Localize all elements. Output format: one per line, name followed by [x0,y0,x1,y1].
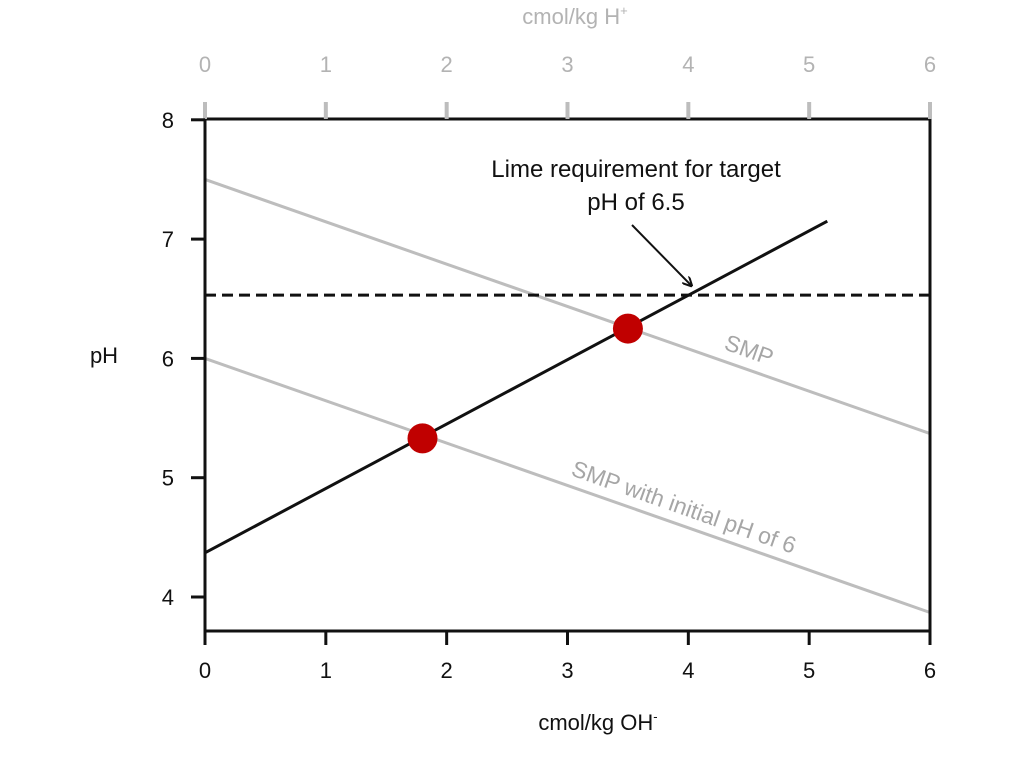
top-tick-label: 1 [320,52,332,77]
x-tick-label: 1 [320,658,332,683]
plot-frame [203,117,932,633]
top-axis-label: cmol/kg H+ [522,3,627,29]
x-axis-label: cmol/kg OH- [538,709,657,735]
intersection-point-0 [407,423,438,454]
series-label-smp-initial-ph-6: SMP with initial pH of 6 [568,455,799,558]
x-tick-label: 6 [924,658,936,683]
top-tick-label: 2 [441,52,453,77]
series-line-1 [204,356,931,614]
x-tick-label: 2 [441,658,453,683]
x-tick-label: 4 [682,658,694,683]
top-tick-label: 5 [803,52,815,77]
top-tick-label: 4 [682,52,694,77]
y-tick-label: 5 [162,466,174,491]
annotation-line-1: Lime requirement for target [491,156,781,183]
annotation-arrow [631,224,691,285]
x-tick-label: 3 [561,658,573,683]
series-line-0 [204,178,931,435]
y-tick-label: 4 [162,585,174,610]
series-layer [204,178,931,614]
y-axis-label: pH [90,343,118,368]
lime-requirement-annotation: Lime requirement for target pH of 6.5 [491,156,781,285]
point-layer [407,313,643,454]
top-tick-label: 0 [199,52,211,77]
axes-layer: 0 1 2 3 4 5 6 0 1 2 3 4 5 6 4 5 6 7 8 [162,52,936,683]
annotation-line-2: pH of 6.5 [587,189,684,216]
y-tick-label: 6 [162,346,174,371]
x-tick-label: 5 [803,658,815,683]
top-tick-label: 3 [561,52,573,77]
y-tick-label: 8 [162,108,174,133]
y-tick-label: 7 [162,227,174,252]
intersection-point-1 [612,313,643,344]
x-tick-label: 0 [199,658,211,683]
series-line-2 [204,219,828,555]
top-tick-label: 6 [924,52,936,77]
